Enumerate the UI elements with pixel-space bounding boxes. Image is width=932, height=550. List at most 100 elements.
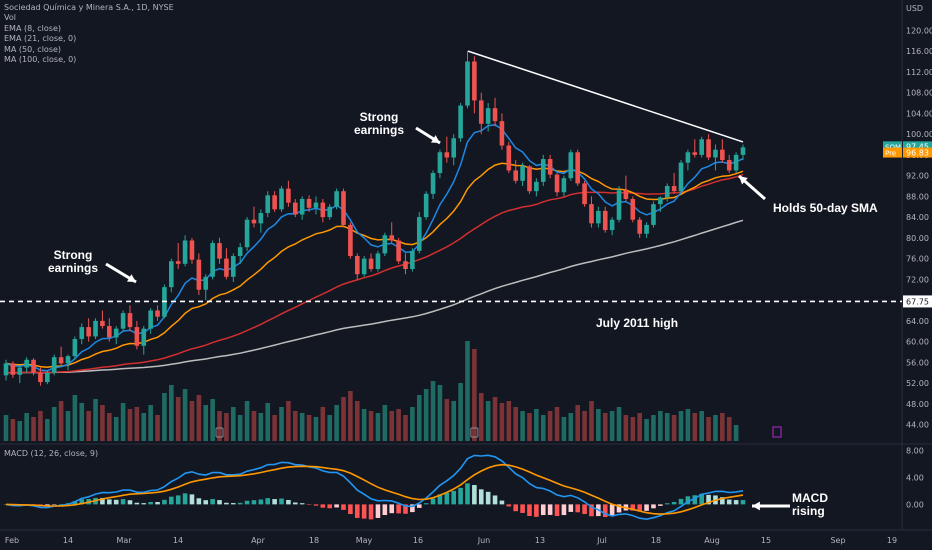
legend-vol[interactable]: Vol	[4, 13, 16, 23]
volume-bar	[93, 399, 98, 441]
candle-body	[320, 202, 326, 218]
candle-body	[623, 190, 629, 199]
candle-body	[189, 240, 195, 260]
macd-histogram-bar	[279, 498, 284, 505]
volume-bar	[210, 399, 215, 441]
volume-bar	[664, 413, 670, 441]
volume-bar	[189, 401, 195, 441]
macd-histogram-bar	[740, 500, 746, 505]
volume-bar	[582, 411, 587, 441]
macd-histogram-bar	[127, 500, 133, 505]
candle-body	[485, 108, 491, 124]
macd-histogram-bar	[58, 504, 64, 505]
arrow-earnings-1-head	[127, 274, 136, 282]
macd-histogram-bar	[217, 500, 222, 505]
macd-histogram-bar	[602, 504, 608, 518]
macd-histogram-bar	[437, 494, 443, 505]
volume-bar	[382, 405, 388, 441]
volume-bar	[45, 419, 50, 441]
volume-bar	[86, 411, 91, 441]
macd-histogram-bar	[410, 504, 415, 513]
volume-bar	[65, 411, 71, 441]
legend-ma50[interactable]: MA (50, close)	[4, 44, 62, 54]
candle-body	[616, 190, 622, 220]
macd-histogram-bar	[547, 504, 553, 515]
legend-ema21[interactable]: EMA (21, close, 0)	[4, 34, 77, 44]
time-tick-label: 16	[413, 536, 423, 545]
price-tick-label: 56.00	[906, 358, 929, 367]
macd-histogram-bar	[472, 485, 477, 505]
volume-bar	[492, 397, 498, 441]
candle-body	[602, 210, 608, 231]
volume-bar	[706, 417, 711, 441]
volume-bar	[162, 393, 167, 441]
legend-ema8[interactable]: EMA (8, close)	[4, 23, 61, 33]
price-tag-symbol-text: Pre	[885, 150, 896, 158]
volume-bar	[306, 415, 312, 441]
volume-bar	[31, 417, 36, 441]
macd-histogram-bar	[403, 504, 408, 514]
candle-body	[692, 152, 698, 155]
candle-body	[416, 217, 422, 251]
volume-bar	[217, 411, 222, 441]
volume-bar	[403, 415, 408, 441]
candle-body	[244, 219, 250, 248]
dividend-marker	[772, 426, 782, 438]
macd-histogram-bar	[196, 498, 202, 505]
candle-body	[575, 152, 580, 184]
volume-bar	[472, 349, 477, 441]
volume-bar	[389, 411, 395, 441]
time-tick-label: 19	[887, 536, 897, 545]
legend-ma100[interactable]: MA (100, close, 0)	[4, 55, 77, 65]
macd-histogram-bar	[478, 489, 484, 505]
candle-body	[348, 224, 353, 257]
macd-histogram-bar	[230, 503, 236, 505]
price-tick-label: 76.00	[906, 255, 929, 264]
candle-body	[155, 310, 160, 317]
volume-bar	[120, 403, 126, 441]
macd-histogram-bar	[313, 504, 319, 506]
volume-bar	[244, 401, 250, 441]
candle-body	[31, 359, 36, 373]
time-tick-label: Feb	[5, 536, 19, 545]
candle-body	[148, 310, 153, 329]
volume-bar	[430, 381, 436, 441]
candle-body	[678, 162, 684, 192]
volume-bar	[568, 413, 574, 441]
macd-histogram-bar	[726, 499, 732, 505]
volume-bar	[671, 415, 677, 441]
candle-body	[203, 276, 209, 290]
price-tick-label: 88.00	[906, 192, 929, 201]
candle-body	[644, 224, 649, 234]
candle-body	[499, 121, 505, 146]
volume-bar	[726, 417, 732, 441]
candle-body	[472, 61, 477, 101]
volume-bar	[79, 403, 85, 441]
candle-body	[568, 152, 574, 179]
volume-bar	[678, 411, 684, 441]
candle-body	[423, 193, 429, 218]
candle-body	[265, 195, 271, 213]
candle-body	[93, 320, 98, 337]
macd-histogram-bar	[651, 504, 656, 509]
volume-bar	[499, 403, 505, 441]
price-tick-label: 84.00	[906, 213, 929, 222]
price-tick-label: 112.00	[906, 68, 932, 77]
volume-bar	[423, 389, 429, 441]
macd-legend[interactable]: MACD (12, 26, close, 9)	[4, 449, 99, 458]
price-tag-symbol	[883, 147, 902, 158]
volume-bar	[561, 417, 567, 441]
volume-bar	[685, 409, 691, 441]
macd-histogram-bar	[237, 502, 243, 505]
candle-body	[258, 212, 264, 224]
macd-signal-line	[5, 463, 744, 515]
volume-bar	[100, 405, 105, 441]
candle-body	[107, 326, 112, 338]
time-tick-label: Jun	[477, 536, 491, 545]
macd-histogram-bar	[182, 493, 188, 505]
candle-body	[368, 258, 374, 269]
candle-body	[726, 160, 732, 171]
macd-histogram-bar	[485, 491, 491, 505]
macd-histogram-bar	[327, 504, 333, 509]
